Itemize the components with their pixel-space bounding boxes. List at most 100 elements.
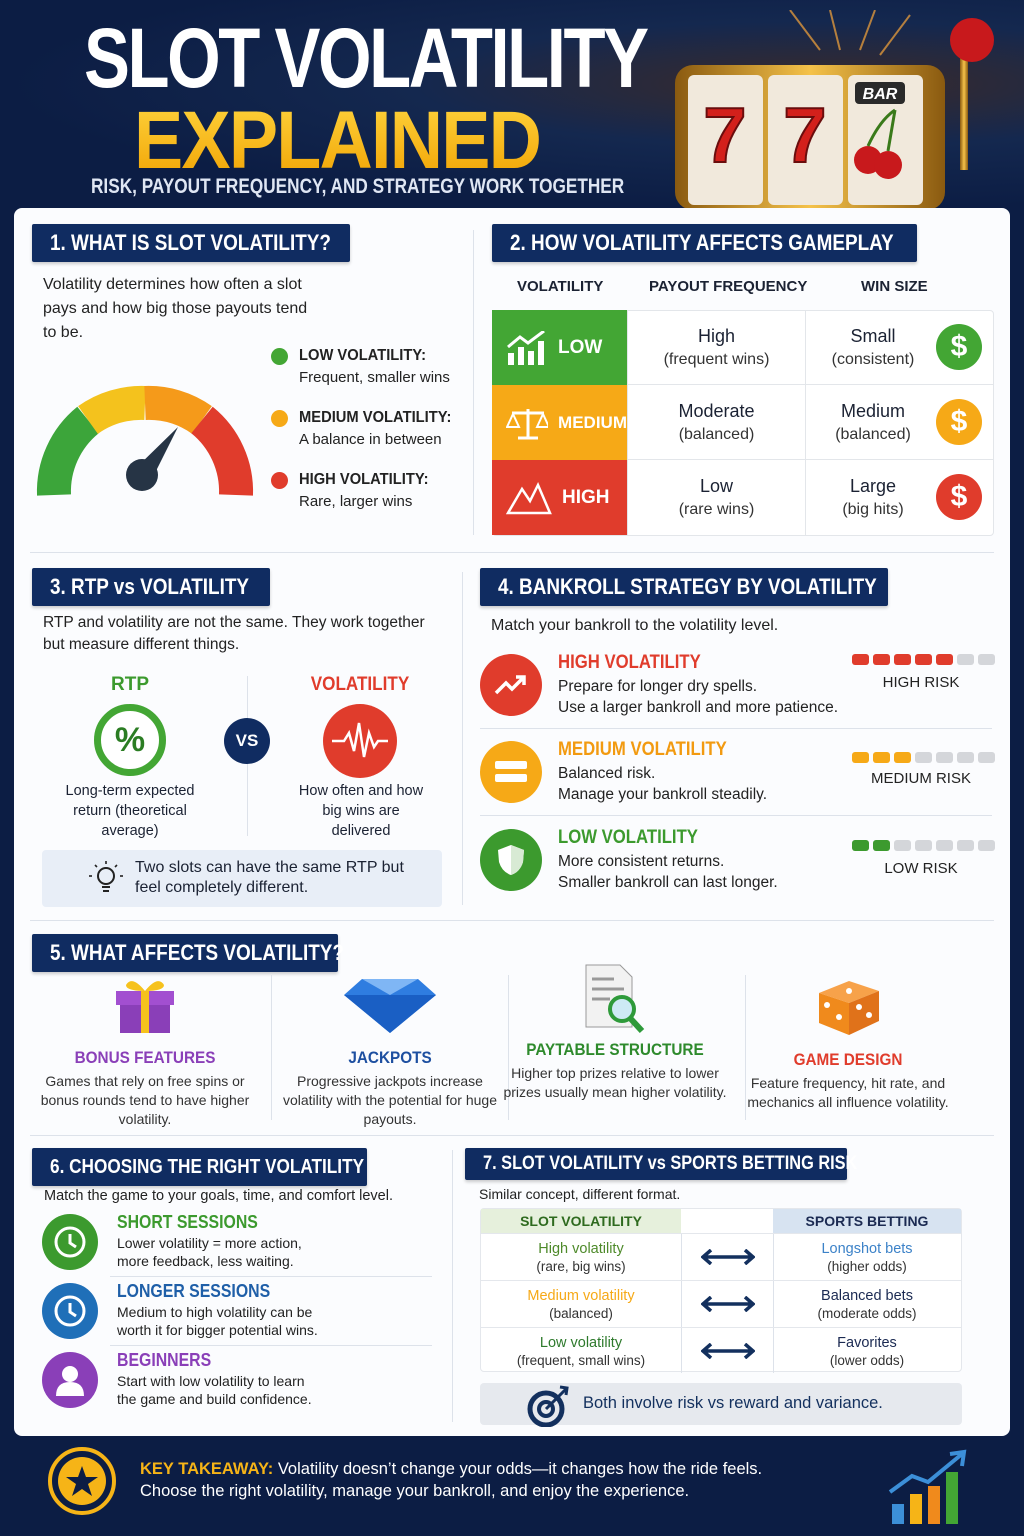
title-line1: SLOT VOLATILITY <box>84 11 649 105</box>
table-row: Low volatility (frequent, small wins) Fav… <box>481 1327 961 1374</box>
risk-meter <box>852 654 995 665</box>
dollar-coin-icon: $ <box>936 474 982 520</box>
risk-segment-empty <box>936 752 953 763</box>
s1-level-high: HIGH VOLATILITY: Rare, larger wins <box>299 471 429 510</box>
risk-segment-filled <box>852 654 869 665</box>
risk-segment-empty <box>978 840 995 851</box>
key-takeaway-footer: KEY TAKEAWAY: Volatility doesn’t change … <box>0 1436 1024 1536</box>
user-icon <box>42 1352 98 1408</box>
risk-segment-filled <box>852 840 869 851</box>
table-row: MEDIUM Moderate (balanced) Medium (balance… <box>492 385 994 460</box>
title-line2: EXPLAINED <box>134 95 542 186</box>
risk-segment-empty <box>978 752 995 763</box>
pulse-wave-icon <box>323 704 397 778</box>
risk-segment-filled <box>873 840 890 851</box>
double-arrow-icon <box>701 1343 755 1359</box>
gift-box-icon <box>116 981 174 1033</box>
document-magnifier-icon <box>585 964 645 1034</box>
level-label: LOW <box>558 336 603 358</box>
dollar-coin-icon: $ <box>936 324 982 370</box>
balance-scale-icon <box>506 408 549 439</box>
factor-paytable-structure: PAYTABLE STRUCTURE Higher top prizes rel… <box>500 964 730 1102</box>
risk-meter <box>852 752 995 763</box>
risk-segment-filled <box>915 654 932 665</box>
col-volatility: VOLATILITY <box>517 278 604 295</box>
target-icon <box>527 1385 569 1427</box>
risk-banner: Both involve risk vs reward and variance… <box>480 1383 962 1427</box>
subtitle: RISK, PAYOUT FREQUENCY, AND STRATEGY WOR… <box>91 175 625 198</box>
s3-intro: RTP and volatility are not the same. The… <box>43 614 425 653</box>
lightbulb-icon <box>89 861 123 892</box>
svg-text:BAR: BAR <box>863 86 898 103</box>
choice-short-sessions: SHORT SESSIONS Lower volatility = more a… <box>42 1212 442 1276</box>
risk-segment-empty <box>957 752 974 763</box>
risk-segment-empty <box>957 654 974 665</box>
growth-chart-icon <box>888 1449 967 1524</box>
comparison-table: SLOT VOLATILITY SPORTS BETTING High vola… <box>480 1208 962 1374</box>
level-label: MEDIUM <box>558 412 627 432</box>
equals-icon <box>480 741 542 803</box>
strategy-high: HIGH VOLATILITY Prepare for longer dry s… <box>480 652 995 736</box>
risk-segment-empty <box>894 840 911 851</box>
svg-text:7: 7 <box>703 91 746 179</box>
rtp-desc: Long-term expected return (theoretical a… <box>65 783 195 839</box>
takeaway-line2: Choose the right volatility, manage your… <box>140 1482 690 1500</box>
risk-segment-empty <box>915 840 932 851</box>
s1-level-low: LOW VOLATILITY: Frequent, smaller wins <box>299 347 450 386</box>
dice-icon <box>819 981 879 1035</box>
diamond-icon <box>344 979 436 1033</box>
factor-jackpots: JACKPOTS Progressive jackpots increase v… <box>275 975 505 1129</box>
dollar-coin-icon: $ <box>936 399 982 445</box>
col-win-size: WIN SIZE <box>861 278 928 295</box>
double-arrow-icon <box>701 1296 755 1312</box>
tip-text: Two slots can have the same RTP but feel… <box>135 859 404 896</box>
vs-badge: VS <box>224 718 270 764</box>
risk-segment-empty <box>957 840 974 851</box>
clock-icon <box>42 1214 98 1270</box>
level-label: HIGH <box>562 486 610 508</box>
svg-text:7: 7 <box>783 91 826 179</box>
clock-icon <box>42 1283 98 1339</box>
tip-box: Two slots can have the same RTP but feel… <box>42 850 442 907</box>
risk-label: MEDIUM RISK <box>870 770 971 787</box>
section-1-header: 1. WHAT IS SLOT VOLATILITY? <box>32 224 350 262</box>
s4-intro: Match your bankroll to the volatility le… <box>491 617 779 634</box>
risk-segment-filled <box>873 654 890 665</box>
section-3-header: 3. RTP vs VOLATILITY <box>32 568 270 606</box>
strategy-medium: MEDIUM VOLATILITY Balanced risk. Manage y… <box>480 739 995 823</box>
risk-segment-empty <box>936 840 953 851</box>
risk-label: LOW RISK <box>884 860 958 877</box>
risk-meter <box>852 840 995 851</box>
divider <box>473 230 474 535</box>
factor-game-design: GAME DESIGN Feature frequency, hit rate,… <box>733 975 963 1112</box>
takeaway-line1: Volatility doesn’t change your odds—it c… <box>273 1460 763 1478</box>
slot-machine-icon: 7 7 BAR <box>675 10 994 210</box>
section-4-header: 4. BANKROLL STRATEGY BY VOLATILITY <box>480 568 888 606</box>
s1-intro: Volatility determines how often a slot p… <box>43 276 308 341</box>
star-icon <box>48 1447 116 1515</box>
low-dot-icon <box>271 348 288 365</box>
s1-level-medium: MEDIUM VOLATILITY: A balance in between <box>299 409 452 448</box>
hero-banner: SLOT VOLATILITY EXPLAINED RISK, PAYOUT F… <box>0 0 1024 210</box>
risk-label: HIGH RISK <box>882 674 960 691</box>
s6-intro: Match the game to your goals, time, and … <box>44 1188 393 1204</box>
takeaway-label: KEY TAKEAWAY: <box>140 1460 274 1478</box>
shield-icon <box>480 829 542 891</box>
table-row: Medium volatility (balanced) Balanced bet… <box>481 1280 961 1327</box>
section-7-header: 7. SLOT VOLATILITY vs SPORTS BETTING RIS… <box>465 1148 857 1180</box>
trend-up-icon <box>480 654 542 716</box>
risk-segment-filled <box>894 752 911 763</box>
divider <box>30 552 994 553</box>
high-dot-icon <box>271 472 288 489</box>
risk-segment-filled <box>894 654 911 665</box>
risk-segment-empty <box>978 654 995 665</box>
risk-segment-empty <box>915 752 932 763</box>
s7-intro: Similar concept, different format. <box>479 1186 681 1202</box>
volatility-gauge-icon <box>36 385 254 496</box>
risk-segment-filled <box>852 752 869 763</box>
section-2-header: 2. HOW VOLATILITY AFFECTS GAMEPLAY <box>492 224 917 262</box>
medium-dot-icon <box>271 410 288 427</box>
volatility-desc: How often and how big wins are delivered <box>298 783 424 839</box>
table-row: High volatility (rare, big wins) Longshot… <box>481 1233 961 1280</box>
col-payout-frequency: PAYOUT FREQUENCY <box>649 278 808 295</box>
